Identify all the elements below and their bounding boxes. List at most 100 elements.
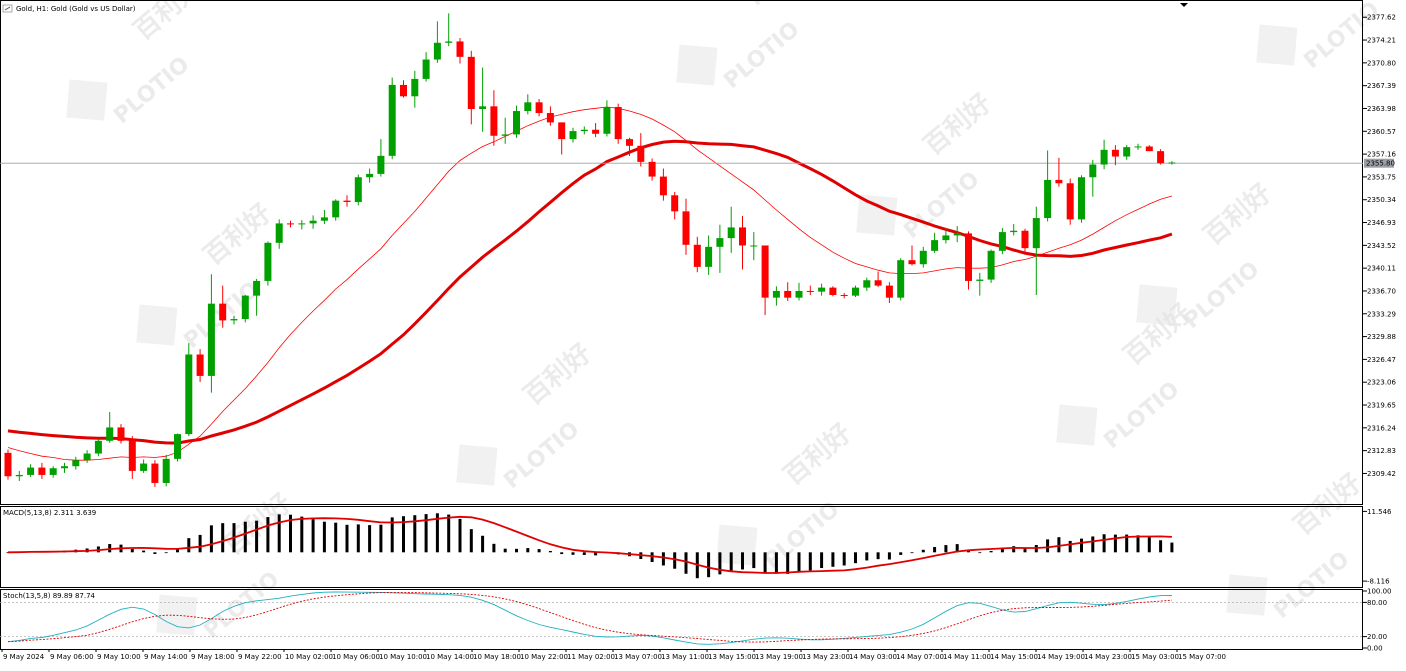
candle-body <box>592 129 600 134</box>
time-tick-label: 15 May 03:00 <box>1131 653 1179 661</box>
time-tick-label: 13 May 23:00 <box>802 653 850 661</box>
macd-histogram-bar <box>176 549 179 553</box>
price-tick-label: 2316.24 <box>1367 424 1396 432</box>
candle-body <box>784 290 792 298</box>
macd-histogram-bar <box>1012 546 1016 553</box>
watermark-logo-shape <box>136 304 178 346</box>
candle-body <box>897 260 905 298</box>
panel-frames <box>0 0 1363 650</box>
macd-histogram-bar <box>571 552 575 555</box>
macd-histogram-bar <box>221 523 225 553</box>
macd-signal-line <box>7 515 1172 574</box>
candle-body <box>287 223 294 225</box>
candle-body <box>219 303 227 321</box>
candle-body <box>829 287 837 295</box>
candle-body <box>320 217 328 221</box>
stoch-panel-frame <box>0 589 1363 650</box>
price-tick-label: 2370.80 <box>1367 59 1396 67</box>
macd-histogram-bar <box>447 514 451 553</box>
candle-body <box>1145 146 1153 152</box>
price-panel-frame <box>0 0 1363 505</box>
candle-body <box>648 161 656 177</box>
candle-body <box>614 107 622 140</box>
candle-body <box>840 294 848 296</box>
candle-body <box>727 227 735 239</box>
macd-histogram-bar <box>865 552 869 561</box>
macd-histogram-bar <box>345 524 349 553</box>
macd-histogram-bar <box>797 552 801 573</box>
candle-body <box>72 460 80 467</box>
macd-histogram-bar <box>1091 536 1095 553</box>
candle-body <box>275 223 283 243</box>
candle-body <box>1044 179 1052 219</box>
watermark-logo-shape <box>66 79 108 121</box>
macd-histogram-bar <box>774 552 778 574</box>
candle-body <box>1111 149 1119 157</box>
candle-body <box>965 233 972 281</box>
macd-histogram-bar <box>198 534 202 553</box>
macd-histogram-bar <box>944 545 948 553</box>
candle-body <box>705 246 713 267</box>
candle-body <box>772 290 780 298</box>
stoch-signal-line <box>7 591 1172 643</box>
candle-body <box>863 280 871 288</box>
macd-histogram-bar <box>130 548 134 553</box>
candle-body <box>693 244 701 267</box>
candle-body <box>558 122 566 140</box>
watermark-logo-shape <box>1226 574 1268 616</box>
time-tick-label: 9 May 10:00 <box>97 653 141 661</box>
candle-body <box>309 220 317 224</box>
one-click-trading-arrow-icon[interactable] <box>1180 3 1188 7</box>
time-tick-label: 10 May 10:00 <box>379 653 427 661</box>
time-tick-label: 13 May 11:00 <box>661 653 709 661</box>
time-tick-label: 9 May 2024 <box>3 653 45 661</box>
watermark-logo-shape <box>676 44 718 86</box>
candle-body <box>716 238 724 247</box>
time-tick-label: 10 May 22:00 <box>520 653 568 661</box>
candle-body <box>750 245 758 247</box>
macd-histogram-bar <box>729 552 733 571</box>
macd-histogram-bar <box>763 552 767 573</box>
macd-histogram-bar <box>458 518 462 553</box>
macd-histogram-bar <box>469 529 473 553</box>
time-tick-label: 14 May 19:00 <box>1037 653 1085 661</box>
candle-body <box>535 102 543 114</box>
price-tick-label: 2323.06 <box>1367 379 1396 387</box>
macd-histogram-bar <box>560 552 564 555</box>
candle-body <box>230 319 238 321</box>
time-tick-label: 14 May 03:00 <box>849 653 897 661</box>
candle-body <box>976 279 984 281</box>
candle-body <box>140 463 148 471</box>
price-tick-label: 2353.75 <box>1367 173 1396 181</box>
macd-histogram-bar <box>424 514 428 553</box>
macd-histogram-bar <box>876 552 880 560</box>
candle-body <box>671 195 679 212</box>
candle-body <box>388 84 396 156</box>
time-tick-label: 13 May 15:00 <box>708 653 756 661</box>
symbol-icon-line <box>4 6 11 11</box>
candle-body <box>603 107 611 134</box>
macd-histogram-bar <box>311 519 315 553</box>
watermark-logo-shape <box>1056 404 1098 446</box>
candle-body <box>4 452 12 477</box>
candle-body <box>15 474 23 477</box>
candle-body <box>1100 149 1108 165</box>
price-tick-label: 2360.57 <box>1367 128 1396 136</box>
macd-histogram-bar <box>142 550 146 553</box>
candle-body <box>1157 151 1165 164</box>
macd-histogram-bar <box>887 552 891 560</box>
candle-body <box>61 466 68 469</box>
macd-histogram-bar <box>933 546 937 553</box>
macd-histogram-bar <box>334 522 338 553</box>
macd-histogram-bar <box>718 552 722 575</box>
candle-body <box>38 467 46 475</box>
candle-body <box>659 176 667 196</box>
macd-histogram-bar <box>413 515 417 553</box>
macd-panel <box>6 513 1174 579</box>
candle-body <box>761 245 769 298</box>
macd-histogram-bar <box>209 525 213 553</box>
time-tick-label: 14 May 15:00 <box>990 653 1038 661</box>
candle-body <box>400 84 407 97</box>
macd-histogram-bar <box>650 552 654 563</box>
